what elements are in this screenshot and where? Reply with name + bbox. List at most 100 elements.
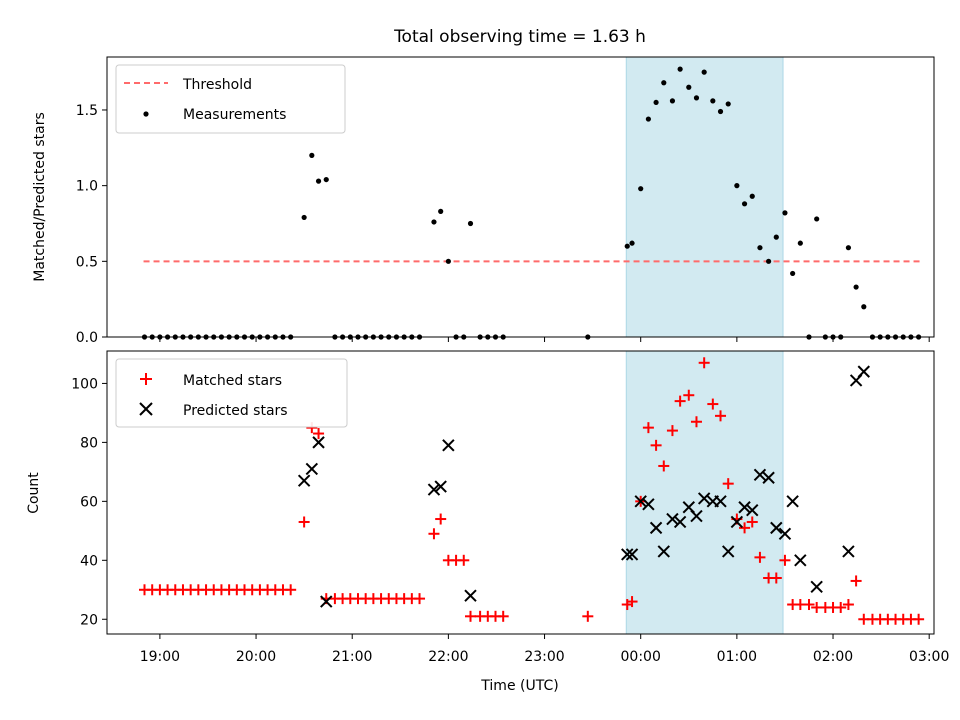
x-tick-label: 20:00 xyxy=(236,649,276,665)
measurement-point xyxy=(309,152,315,158)
bottom-panel: 20 40 60 80 100 19:00 20:00 21:00 22:00 23:00 00:… xyxy=(26,350,949,694)
predicted-star-point xyxy=(746,503,759,517)
top-x-ticks xyxy=(159,337,930,342)
measurement-point xyxy=(467,220,474,227)
bottom-y-ticks: 20 40 60 80 100 xyxy=(71,376,107,628)
x-tick-label: 02:00 xyxy=(813,649,853,665)
measurement-point xyxy=(853,284,859,290)
predicted-star-point xyxy=(673,515,687,529)
predicted-star-point xyxy=(427,483,441,496)
predicted-star-point xyxy=(714,495,727,508)
predicted-star-point xyxy=(666,512,679,526)
predicted-star-point xyxy=(857,365,871,378)
matched-star-point xyxy=(626,596,638,608)
bottom-y-tick-label: 60 xyxy=(80,494,98,510)
measurement-point xyxy=(741,201,748,207)
matched-star-point xyxy=(298,516,310,528)
predicted-star-point xyxy=(320,595,333,608)
predicted-star-point xyxy=(442,439,455,452)
measurement-point xyxy=(757,245,763,251)
measurement-point xyxy=(845,245,852,251)
legend-threshold-label: Threshold xyxy=(182,77,252,93)
measurement-point xyxy=(653,99,659,106)
measurement-point xyxy=(301,214,307,221)
predicted-star-point xyxy=(464,589,477,602)
measurement-point xyxy=(686,84,692,90)
matched-star-point xyxy=(779,554,791,566)
measurement-point xyxy=(315,178,322,184)
predicted-star-point xyxy=(810,580,823,594)
measurement-point xyxy=(734,183,740,189)
top-shaded-span xyxy=(625,56,784,338)
measurement-point xyxy=(693,95,700,101)
predicted-star-point xyxy=(649,521,663,535)
top-y-ticks: 0.0 0.5 1.0 1.5 xyxy=(76,103,107,346)
bottom-y-tick-label: 100 xyxy=(71,376,98,392)
matched-stars-points xyxy=(139,357,925,625)
predicted-star-point xyxy=(312,436,325,449)
measurement-point xyxy=(701,69,707,75)
matched-star-point xyxy=(414,593,426,605)
predicted-star-point xyxy=(762,471,775,484)
predicted-star-point xyxy=(794,554,807,567)
top-y-axis-label: Matched/Predicted stars xyxy=(32,112,48,282)
matched-star-point xyxy=(913,613,925,625)
measurement-point xyxy=(782,210,788,216)
x-tick-label: 19:00 xyxy=(140,649,180,665)
matched-star-point xyxy=(842,599,854,611)
matched-star-point xyxy=(497,610,509,622)
matched-star-point xyxy=(850,575,862,587)
x-tick-label: 03:00 xyxy=(909,649,949,665)
measurement-point xyxy=(323,176,329,183)
predicted-star-point xyxy=(753,468,767,482)
matched-star-point xyxy=(666,425,678,437)
matched-star-point xyxy=(746,516,758,528)
x-axis-label: Time (UTC) xyxy=(480,678,558,694)
legend-predicted-swatch xyxy=(139,402,153,416)
matched-star-point xyxy=(650,439,662,451)
measurement-point xyxy=(445,258,451,264)
matched-star-point xyxy=(803,599,815,611)
matched-star-point xyxy=(690,416,702,428)
measurement-point xyxy=(638,186,644,192)
predicted-star-point xyxy=(697,492,711,505)
bottom-y-tick-label: 40 xyxy=(80,553,98,569)
bottom-axes-frame xyxy=(106,350,935,635)
matched-star-point xyxy=(674,395,686,407)
matched-star-point xyxy=(835,601,847,613)
measurement-point xyxy=(766,258,772,264)
x-tick-label: 21:00 xyxy=(332,649,372,665)
measurement-point xyxy=(725,101,731,107)
matched-star-point xyxy=(658,460,670,472)
predicted-star-point xyxy=(770,521,783,535)
predicted-star-point xyxy=(434,480,447,493)
legend-predicted-label: Predicted stars xyxy=(183,403,288,419)
matched-star-point xyxy=(683,389,695,401)
matched-star-point xyxy=(642,422,654,434)
x-tick-label: 01:00 xyxy=(717,649,757,665)
top-legend-box xyxy=(115,64,346,134)
predicted-star-point xyxy=(786,495,799,508)
matched-star-point xyxy=(707,398,719,410)
measurement-point xyxy=(431,219,437,225)
top-panel: 0.0 0.5 1.0 1.5 Total observing time = 1.63… xyxy=(32,27,935,346)
matched-star-point xyxy=(739,522,751,534)
top-y-tick-label: 0.5 xyxy=(76,254,98,270)
predicted-star-point xyxy=(730,515,744,529)
measurement-point xyxy=(677,66,683,72)
predicted-star-point xyxy=(778,527,792,540)
measurement-point xyxy=(438,208,444,214)
predicted-star-point xyxy=(690,509,703,523)
bottom-y-tick-label: 80 xyxy=(80,435,98,451)
x-tick-label: 22:00 xyxy=(428,649,468,665)
x-tick-label: 23:00 xyxy=(524,649,564,665)
measurement-point xyxy=(790,270,796,277)
matched-star-point xyxy=(313,428,325,440)
matched-star-point xyxy=(285,584,297,596)
top-legend: Threshold Measurements xyxy=(115,64,346,134)
predicted-star-point xyxy=(634,495,647,508)
legend-matched-swatch xyxy=(140,373,152,385)
measurement-point xyxy=(624,243,630,249)
legend-matched-label: Matched stars xyxy=(183,373,282,389)
bottom-y-axis-label: Count xyxy=(26,472,42,514)
